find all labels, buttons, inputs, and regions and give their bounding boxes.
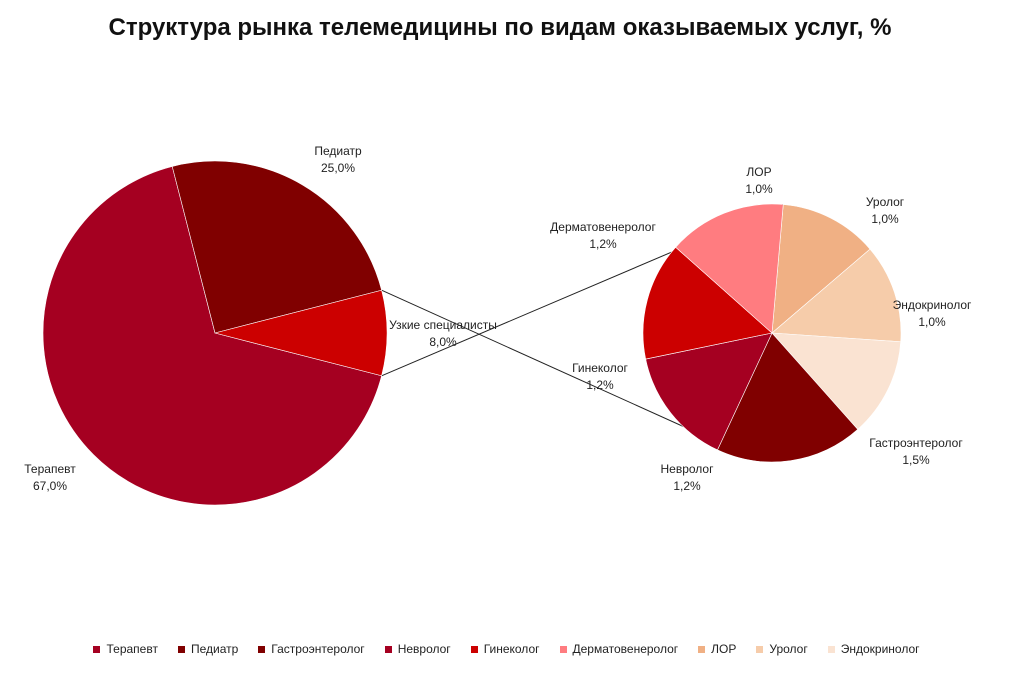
main-label-1: Педиатр 25,0%	[314, 144, 362, 175]
legend-item-3: Невролог	[384, 642, 451, 656]
legend-item-1: Педиатр	[177, 642, 239, 656]
secondary-slice-1	[771, 248, 902, 343]
legend-swatch-0	[93, 645, 101, 653]
legend-item-0: Терапевт	[93, 642, 158, 656]
secondary-label-0: ЛОР 1,0%	[745, 165, 773, 196]
secondary-slice-4	[645, 332, 773, 451]
legend-swatch-5	[559, 645, 567, 653]
legend-swatch-3	[384, 645, 392, 653]
legend-swatch-6	[698, 645, 706, 653]
secondary-label-4: Невролог 1,2%	[661, 462, 715, 493]
legend-label-7: Уролог	[769, 642, 808, 656]
legend-swatch-1	[177, 645, 185, 653]
legend-label-6: ЛОР	[711, 642, 737, 656]
legend: Терапевт Педиатр Гастроэнтеролог Невролог Ги…	[0, 642, 1013, 656]
main-slice-0	[42, 166, 382, 506]
secondary-slice-6	[675, 203, 784, 334]
main-slice-2	[214, 289, 388, 377]
secondary-label-5: Гинеколог 1,2%	[572, 361, 628, 392]
legend-label-2: Гастроэнтеролог	[271, 642, 365, 656]
main-label-0: Терапевт 67,0%	[24, 462, 76, 493]
legend-label-4: Гинеколог	[483, 642, 540, 656]
main-slice-1	[171, 160, 382, 334]
secondary-pie	[642, 203, 902, 463]
secondary-label-2: Эндокринолог 1,0%	[893, 298, 972, 329]
secondary-slice-0	[771, 204, 871, 334]
legend-item-2: Гастроэнтеролог	[258, 642, 365, 656]
secondary-label-3: Гастроэнтеролог 1,5%	[869, 436, 963, 467]
legend-item-4: Гинеколог	[470, 642, 540, 656]
pie-of-pie-chart: Терапевт 67,0% Педиатр 25,0% Узкие специалис…	[24, 144, 972, 506]
legend-label-0: Терапевт	[106, 642, 158, 656]
secondary-slice-5	[642, 246, 773, 360]
legend-swatch-7	[756, 645, 764, 653]
legend-item-6: ЛОР	[698, 642, 736, 656]
legend-swatch-8	[827, 645, 835, 653]
legend-item-7: Уролог	[756, 642, 808, 656]
legend-item-8: Эндокринолог	[827, 642, 920, 656]
chart-title: Структура рынка телемедицины по видам ок…	[108, 14, 892, 41]
main-pie	[42, 160, 388, 506]
legend-label-1: Педиатр	[190, 642, 239, 656]
legend-item-5: Дерматовенеролог	[559, 642, 679, 656]
secondary-label-6: Дерматовенеролог 1,2%	[550, 220, 656, 251]
legend-swatch-4	[470, 645, 478, 653]
slice-labels: Терапевт 67,0% Педиатр 25,0% Узкие специалис…	[24, 144, 972, 493]
legend-label-5: Дерматовенеролог	[572, 642, 679, 656]
legend-label-3: Невролог	[397, 642, 451, 656]
main-label-2: Узкие специалисты 8,0%	[389, 318, 497, 349]
secondary-label-1: Уролог 1,0%	[866, 195, 905, 226]
secondary-slice-2	[771, 332, 902, 430]
legend-label-8: Эндокринолог	[840, 642, 920, 656]
legend-swatch-2	[258, 645, 266, 653]
secondary-slice-3	[717, 332, 859, 463]
